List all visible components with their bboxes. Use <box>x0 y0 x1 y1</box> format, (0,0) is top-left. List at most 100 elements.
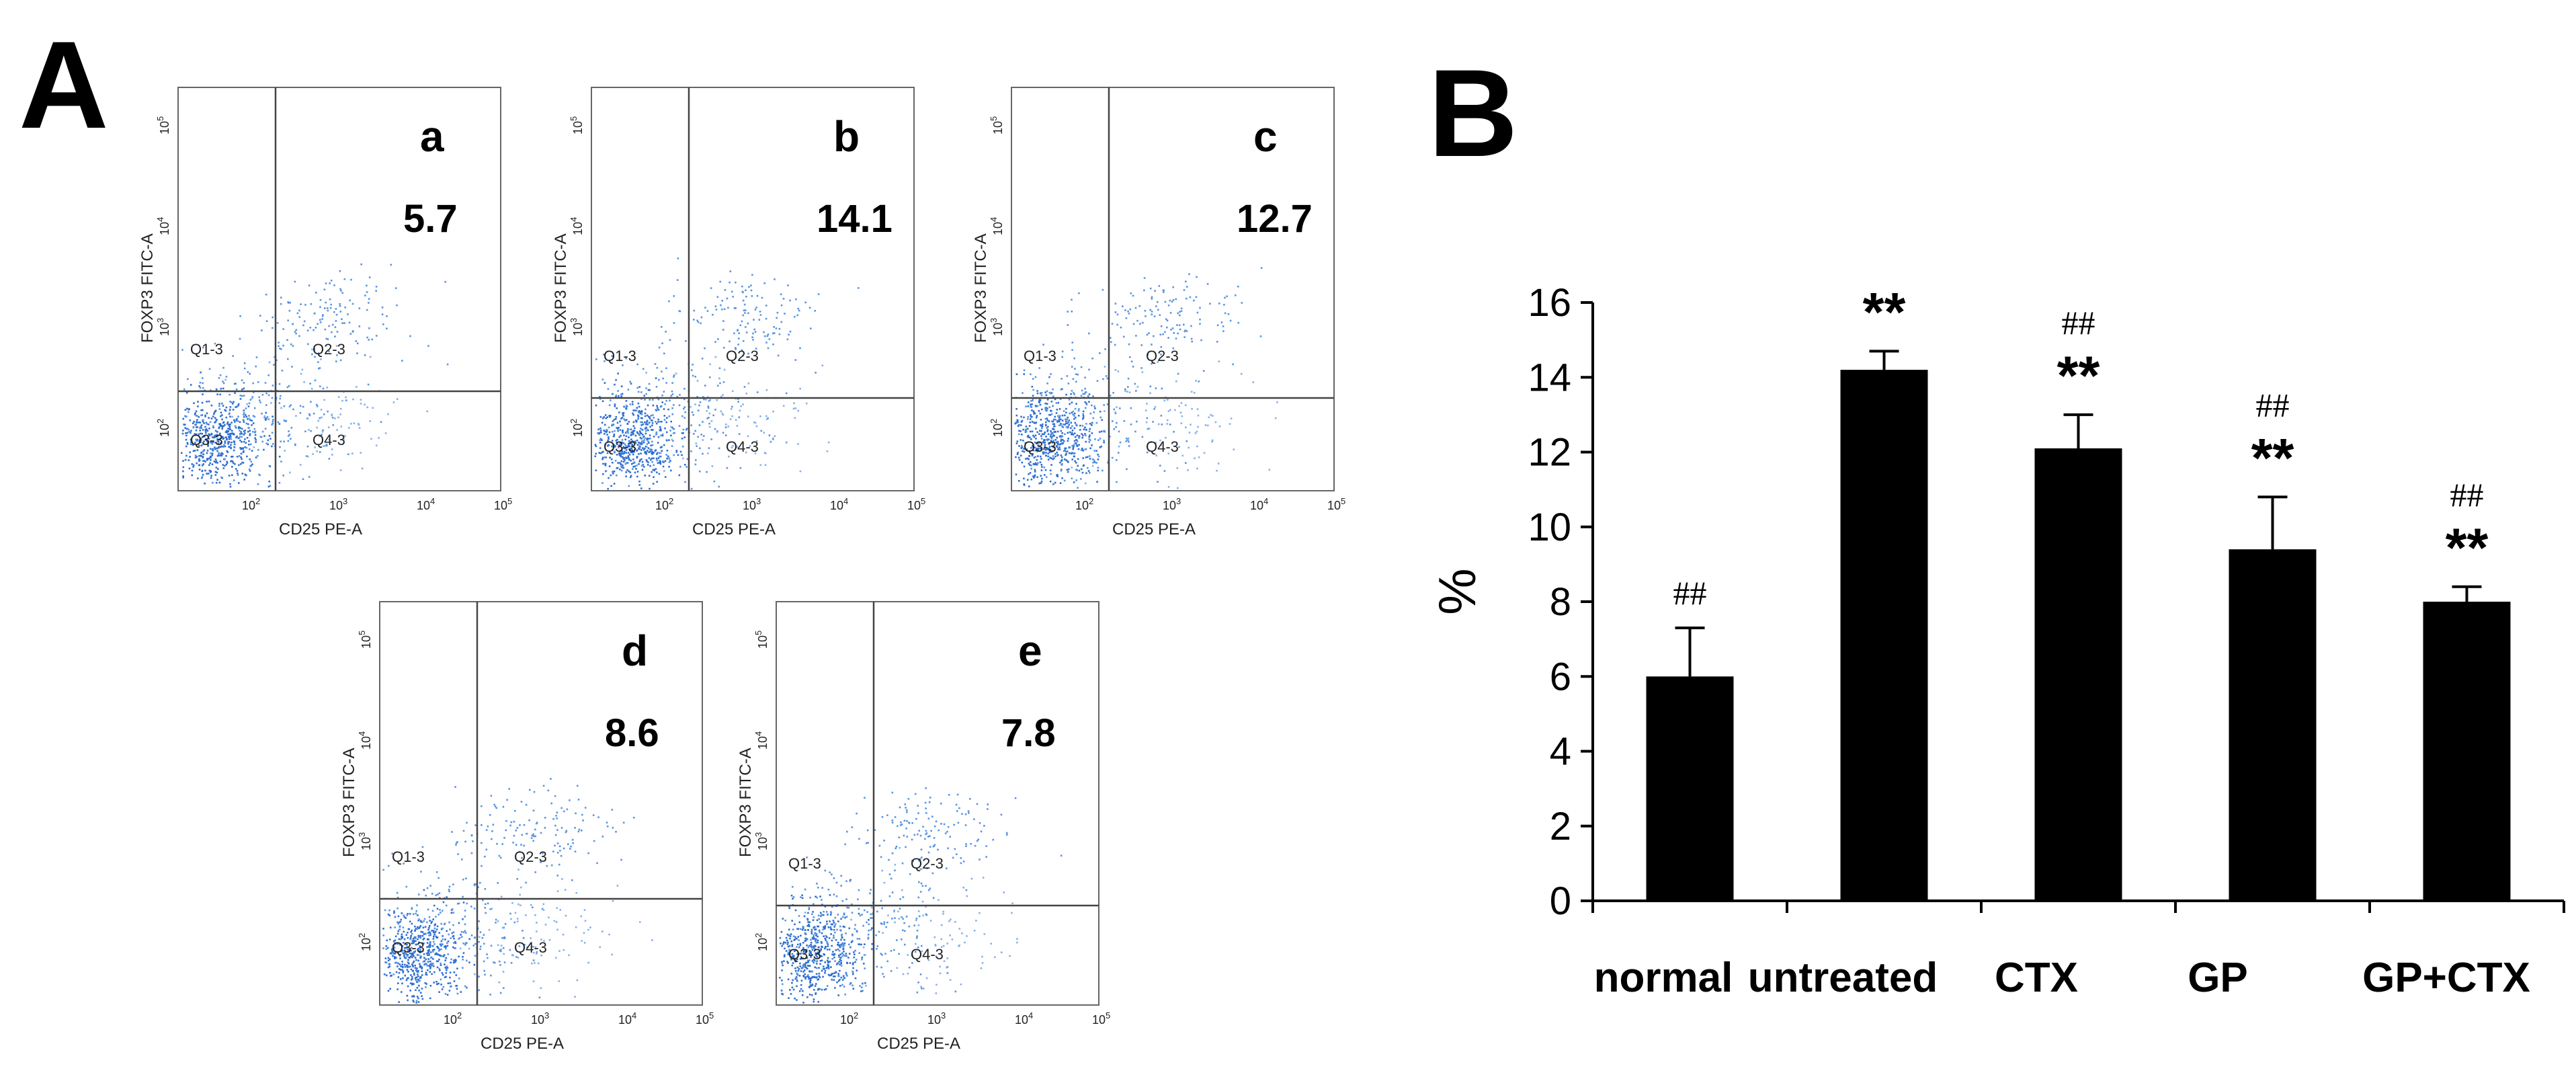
event-dot <box>1193 299 1195 302</box>
event-dot <box>851 963 854 965</box>
event-dot <box>795 298 797 301</box>
event-dot <box>520 904 522 906</box>
event-dot <box>1149 309 1151 311</box>
event-dot <box>765 305 767 307</box>
event-dot <box>394 951 397 953</box>
quadrant-label-q4: Q4-3 <box>911 946 944 963</box>
event-dot <box>1118 445 1120 448</box>
event-dot <box>322 314 324 316</box>
event-dot <box>640 438 642 440</box>
event-dot <box>723 308 726 311</box>
event-dot <box>360 452 362 454</box>
event-dot <box>419 926 421 928</box>
event-dot <box>710 287 712 289</box>
event-dot <box>806 950 808 953</box>
event-dot <box>321 434 323 436</box>
event-dot <box>532 946 534 948</box>
event-dot <box>341 322 343 324</box>
event-dot <box>1071 342 1074 344</box>
event-dot <box>280 395 282 397</box>
event-dot <box>369 356 372 358</box>
event-dot <box>478 975 480 977</box>
event-dot <box>559 850 561 852</box>
event-dot <box>250 465 253 467</box>
event-dot <box>566 808 569 811</box>
event-dot <box>595 469 597 471</box>
event-dot <box>204 426 206 428</box>
event-dot <box>414 964 416 967</box>
event-cloud <box>382 778 653 1004</box>
event-dot <box>421 921 423 923</box>
event-dot <box>849 946 851 949</box>
event-dot <box>198 469 201 471</box>
event-dot <box>905 916 908 918</box>
event-dot <box>759 314 762 316</box>
event-dot <box>783 955 786 958</box>
event-dot <box>384 961 386 963</box>
event-dot <box>440 943 443 945</box>
event-dot <box>1075 416 1077 419</box>
event-dot <box>830 966 832 968</box>
event-dot <box>827 943 829 945</box>
event-dot <box>407 999 409 1002</box>
event-dot <box>818 967 820 969</box>
event-dot <box>319 451 321 453</box>
event-dot <box>336 429 338 431</box>
tick-exponent: 5 <box>1341 496 1345 506</box>
event-dot <box>310 401 312 403</box>
event-dot <box>802 965 804 967</box>
event-dot <box>1038 401 1040 403</box>
event-dot <box>594 444 597 446</box>
event-dot <box>952 856 954 859</box>
event-dot <box>861 958 863 961</box>
event-dot <box>707 405 710 407</box>
event-dot <box>271 397 274 399</box>
event-dot <box>402 952 404 955</box>
event-dot <box>225 463 228 466</box>
event-dot <box>185 454 188 457</box>
event-dot <box>460 930 463 933</box>
event-dot <box>1190 325 1192 327</box>
event-dot <box>442 935 444 937</box>
event-dot <box>406 965 409 967</box>
event-dot <box>1191 340 1193 343</box>
event-dot <box>278 345 280 347</box>
event-dot <box>905 846 907 848</box>
event-dot <box>336 331 339 333</box>
event-dot <box>962 860 965 863</box>
event-dot <box>854 961 856 963</box>
event-dot <box>196 419 198 421</box>
event-dot <box>682 432 684 434</box>
event-dot <box>425 963 427 965</box>
event-dot <box>199 381 202 384</box>
event-dot <box>490 795 493 797</box>
event-dot <box>404 963 406 966</box>
event-dot <box>822 975 824 978</box>
event-dot <box>663 461 665 463</box>
event-dot <box>625 407 627 409</box>
event-dot <box>698 470 701 473</box>
x-tick-label: 104 <box>830 496 848 512</box>
event-dot <box>669 339 671 341</box>
event-dot <box>831 923 833 926</box>
event-dot <box>661 450 663 452</box>
event-dot <box>860 943 862 946</box>
event-dot <box>606 822 608 824</box>
event-dot <box>352 398 354 401</box>
event-dot <box>1091 422 1093 424</box>
event-dot <box>695 442 698 444</box>
event-dot <box>221 428 223 430</box>
event-dot <box>827 985 829 987</box>
event-dot <box>985 845 987 847</box>
event-dot <box>1196 276 1198 278</box>
event-dot <box>651 461 653 463</box>
event-dot <box>1015 373 1018 375</box>
event-dot <box>637 417 639 420</box>
event-dot <box>501 843 503 845</box>
event-dot <box>820 949 822 951</box>
event-dot <box>831 973 833 975</box>
event-dot <box>1237 321 1239 324</box>
event-dot <box>1061 414 1064 417</box>
event-dot <box>1018 458 1021 461</box>
event-dot <box>918 915 921 918</box>
